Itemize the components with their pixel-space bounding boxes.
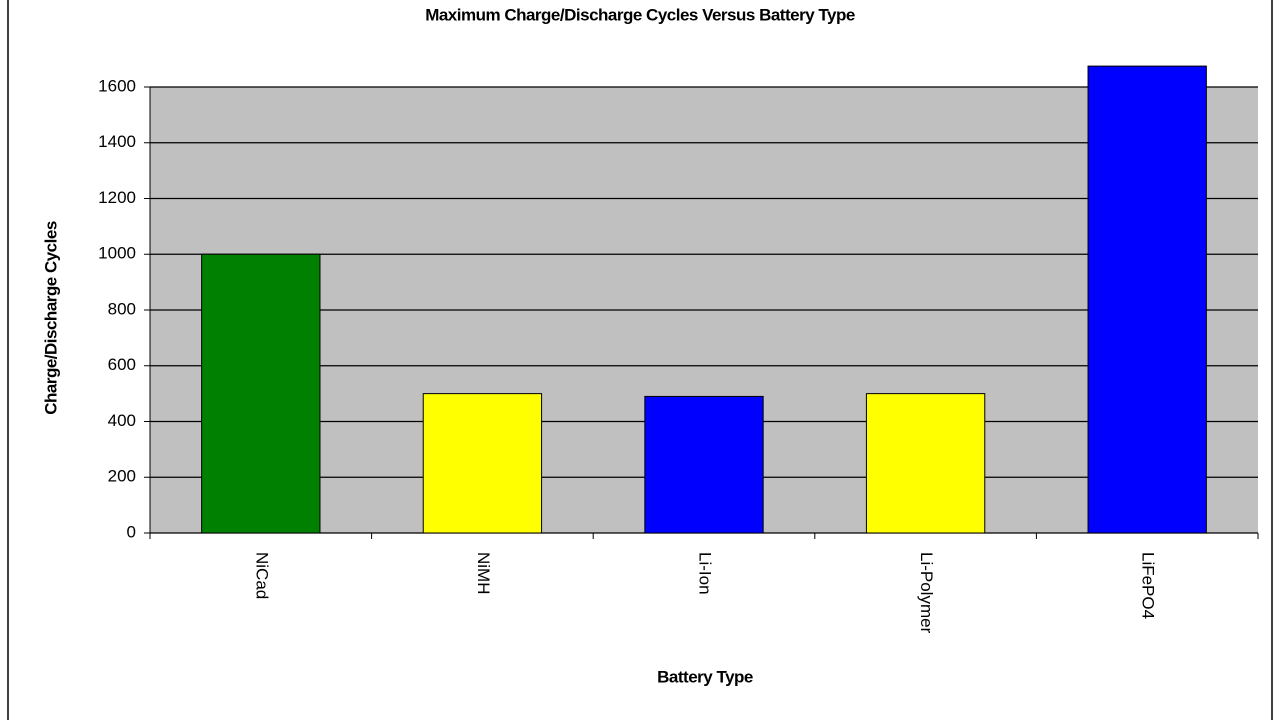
x-tick-label: NiCad (252, 552, 271, 599)
x-axis-title: Battery Type (657, 667, 753, 686)
y-tick-label: 1000 (98, 244, 136, 263)
y-tick-label: 1600 (98, 76, 136, 95)
y-tick-label: 400 (108, 411, 136, 430)
y-tick-label: 200 (108, 467, 136, 486)
x-tick-label: NiMH (474, 552, 493, 595)
bar (1087, 65, 1207, 534)
bar (865, 393, 986, 534)
chart-frame (7, 0, 1273, 720)
y-tick-label: 800 (108, 299, 136, 318)
y-tick-label: 1200 (98, 188, 136, 207)
y-axis-title: Charge/Discharge Cycles (41, 221, 60, 415)
y-tick-label: 600 (108, 355, 136, 374)
x-tick-label: Li-Polymer (917, 552, 936, 634)
bar (644, 395, 764, 534)
x-tick-label: LiFePO4 (1139, 552, 1158, 619)
y-tick-label: 0 (127, 522, 136, 541)
bar (201, 253, 321, 534)
chart-title: Maximum Charge/Discharge Cycles Versus B… (425, 5, 855, 24)
y-tick-label: 1400 (98, 132, 136, 151)
x-tick-label: Li-Ion (696, 552, 715, 595)
bar (422, 393, 543, 534)
